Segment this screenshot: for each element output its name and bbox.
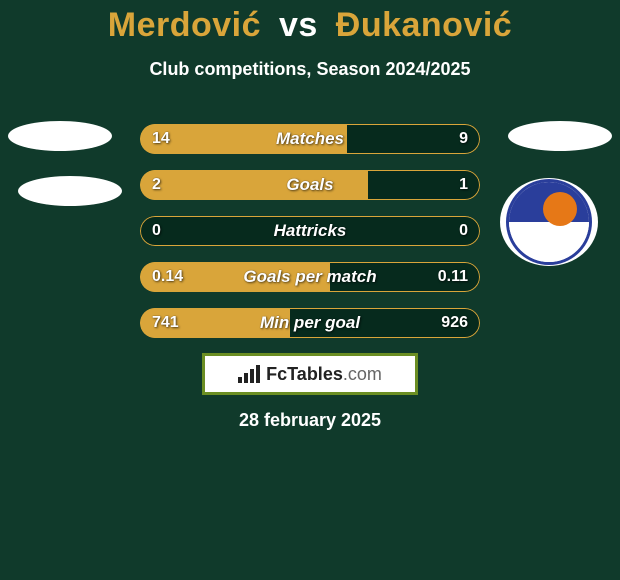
title-player-left: Merdović — [108, 6, 261, 44]
team-crest-right-2 — [500, 178, 598, 266]
stat-label: Goals — [140, 170, 480, 200]
stat-row: 00Hattricks — [140, 216, 480, 246]
stat-row: 21Goals — [140, 170, 480, 200]
title-player-right: Đukanović — [336, 6, 512, 44]
brand-box: FcTables.com — [202, 353, 418, 395]
comparison-infographic: Merdović vs Đukanović Club competitions,… — [0, 0, 620, 580]
bar-chart-icon — [238, 365, 260, 383]
stats-rows: 149Matches 21Goals 00Hattricks 0.140.11Goal… — [140, 124, 480, 354]
stat-label: Matches — [140, 124, 480, 154]
page-title: Merdović vs Đukanović — [0, 0, 620, 45]
team-crest-left-1 — [8, 121, 112, 151]
team-crest-left-2 — [18, 176, 122, 206]
stat-label: Min per goal — [140, 308, 480, 338]
team-crest-right-1 — [508, 121, 612, 151]
club-badge-icon — [506, 179, 592, 265]
brand-name: FcTables.com — [266, 364, 382, 385]
stat-row: 741926Min per goal — [140, 308, 480, 338]
date-text: 28 february 2025 — [0, 410, 620, 431]
stat-label: Hattricks — [140, 216, 480, 246]
title-vs: vs — [279, 6, 318, 44]
stat-label: Goals per match — [140, 262, 480, 292]
subtitle: Club competitions, Season 2024/2025 — [0, 59, 620, 80]
stat-row: 0.140.11Goals per match — [140, 262, 480, 292]
stat-row: 149Matches — [140, 124, 480, 154]
